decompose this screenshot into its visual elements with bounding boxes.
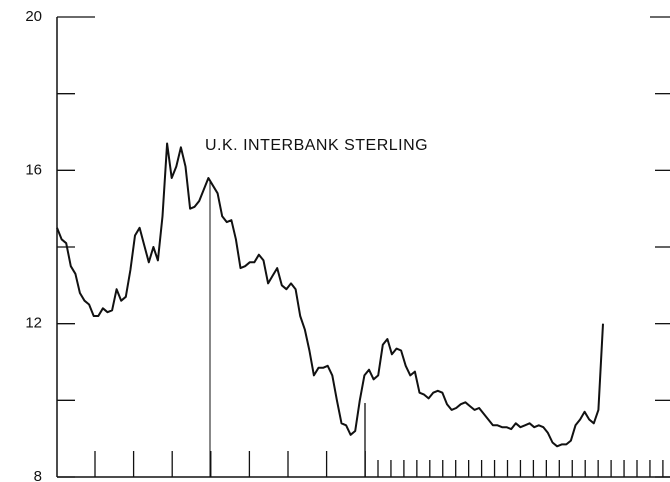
y-tick-label: 8 <box>34 468 42 482</box>
data-line <box>56 142 604 448</box>
y-tick-label: 16 <box>25 161 42 178</box>
y-tick-label: 12 <box>25 315 42 332</box>
y-tick-label: 20 <box>25 8 42 25</box>
annotation: U.K. INTERBANK STERLING <box>205 137 428 154</box>
